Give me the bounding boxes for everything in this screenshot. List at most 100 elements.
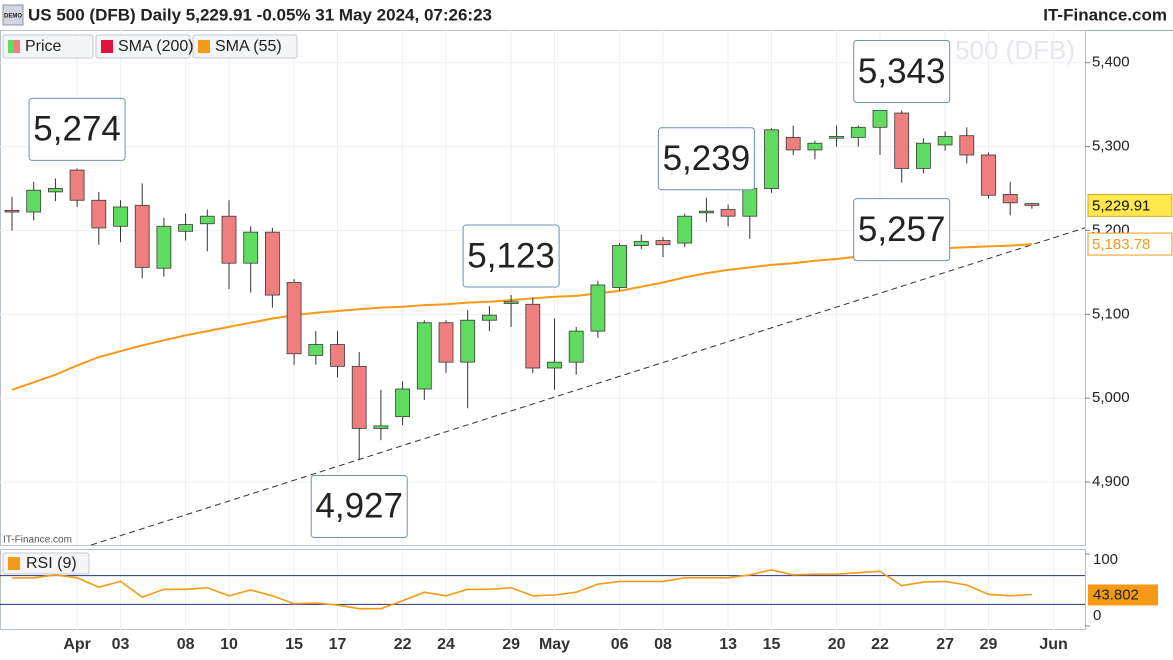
x-tick-label: 29 — [980, 636, 998, 653]
annotation-box — [853, 198, 951, 262]
legend-box — [2, 552, 90, 575]
x-tick-label: Apr — [63, 636, 91, 653]
candle-body — [764, 129, 779, 189]
annotation-label: 5,123 — [467, 236, 555, 275]
candle-body — [850, 126, 866, 138]
candle-body — [568, 330, 584, 363]
candle-body — [655, 240, 671, 246]
candle-body — [113, 206, 128, 227]
x-tick-label: 15 — [763, 636, 781, 653]
legend-swatch — [101, 40, 113, 53]
candle-body — [937, 136, 953, 146]
candle-body — [590, 284, 606, 332]
y-tick-label: 5,000 — [1092, 389, 1130, 406]
x-tick-label: 27 — [936, 636, 954, 653]
annotation-box — [657, 127, 755, 191]
rsi-line — [11, 568, 1032, 610]
header-title: US 500 (DFB) Daily 5,229.91 -0.05% 31 Ma… — [28, 5, 492, 24]
annotation-label: 5,343 — [858, 52, 946, 91]
badge-text: DEMO — [4, 14, 22, 20]
badge — [2, 4, 24, 26]
x-tick-label: 29 — [502, 636, 520, 653]
candle-body — [221, 215, 237, 264]
candle-body — [416, 322, 432, 390]
candle-body — [26, 189, 42, 213]
rsi-tick-label: 0 — [1093, 607, 1101, 624]
legend-box — [95, 34, 191, 59]
candle-body — [720, 209, 736, 217]
candle-body — [243, 231, 259, 264]
candle-body — [373, 425, 389, 429]
candle-body — [807, 142, 823, 151]
x-tick-label: 24 — [437, 636, 455, 653]
main-frame — [0, 30, 1086, 546]
annotation-label: 5,274 — [33, 110, 121, 149]
x-tick-label: 06 — [611, 636, 629, 653]
candle-body — [677, 215, 693, 244]
price-tag-label: 5,183.78 — [1092, 236, 1150, 253]
rsi-frame — [0, 549, 1086, 630]
candle-body — [308, 344, 324, 356]
x-tick-label: 03 — [112, 636, 130, 653]
legend-label: RSI (9) — [26, 555, 77, 572]
candle-body — [872, 110, 888, 128]
candle-body — [612, 245, 627, 288]
y-tick-label: 5,100 — [1092, 305, 1130, 322]
price-tag — [1087, 232, 1173, 256]
annotation-label: 5,239 — [663, 139, 751, 178]
legend-box — [192, 34, 298, 59]
candle-body — [330, 344, 345, 367]
candle-body — [351, 365, 367, 429]
annotation-box — [462, 224, 560, 288]
x-tick-label: 13 — [719, 636, 737, 653]
annotation-box — [310, 474, 408, 538]
source: IT-Finance.com — [3, 535, 72, 546]
legend-label: SMA (200) — [118, 38, 194, 55]
rsi-tag-label: 43.802 — [1093, 586, 1139, 603]
x-tick-label: 08 — [654, 636, 672, 653]
legend-label: Price — [25, 38, 62, 55]
candle-body — [959, 135, 975, 156]
rsi-tick-label: 100 — [1093, 551, 1118, 568]
x-tick-label: 22 — [871, 636, 889, 653]
candle-body — [981, 154, 996, 196]
candle-body — [4, 209, 20, 213]
candle-body — [178, 224, 194, 232]
legend-label: SMA (55) — [215, 38, 282, 55]
candle-body — [916, 142, 931, 169]
x-tick-label: May — [539, 636, 570, 653]
candle-body — [742, 188, 758, 217]
annotation-label: 5,257 — [858, 210, 946, 249]
trendline — [91, 227, 1086, 546]
candle-body — [829, 136, 844, 139]
candle-body — [481, 314, 497, 321]
candle-body — [460, 319, 476, 363]
candle-body — [156, 225, 172, 269]
legend-swatch — [8, 40, 14, 53]
legend-swatch — [198, 40, 210, 53]
candle-body — [547, 361, 562, 369]
candle-body — [699, 210, 714, 214]
candle-body — [395, 388, 411, 418]
candle-body — [264, 231, 280, 296]
candle-body — [1024, 203, 1040, 206]
candle-body — [134, 204, 150, 268]
annotation-box — [28, 97, 126, 161]
x-tick-label: 08 — [177, 636, 195, 653]
y-tick-label: 5,400 — [1092, 54, 1130, 71]
brand: IT-Finance.com — [1043, 5, 1167, 24]
y-tick-label: 5,300 — [1092, 138, 1130, 155]
y-tick-label: 4,900 — [1092, 473, 1130, 490]
candle-body — [286, 282, 302, 355]
candle-body — [69, 169, 85, 201]
price-tag-label: 5,229.91 — [1092, 197, 1150, 214]
legend-swatch — [8, 557, 20, 570]
candle-body — [503, 301, 519, 304]
candle-body — [525, 303, 541, 369]
candle-body — [894, 112, 910, 169]
candle-body — [438, 322, 454, 363]
candle-body — [91, 199, 107, 229]
